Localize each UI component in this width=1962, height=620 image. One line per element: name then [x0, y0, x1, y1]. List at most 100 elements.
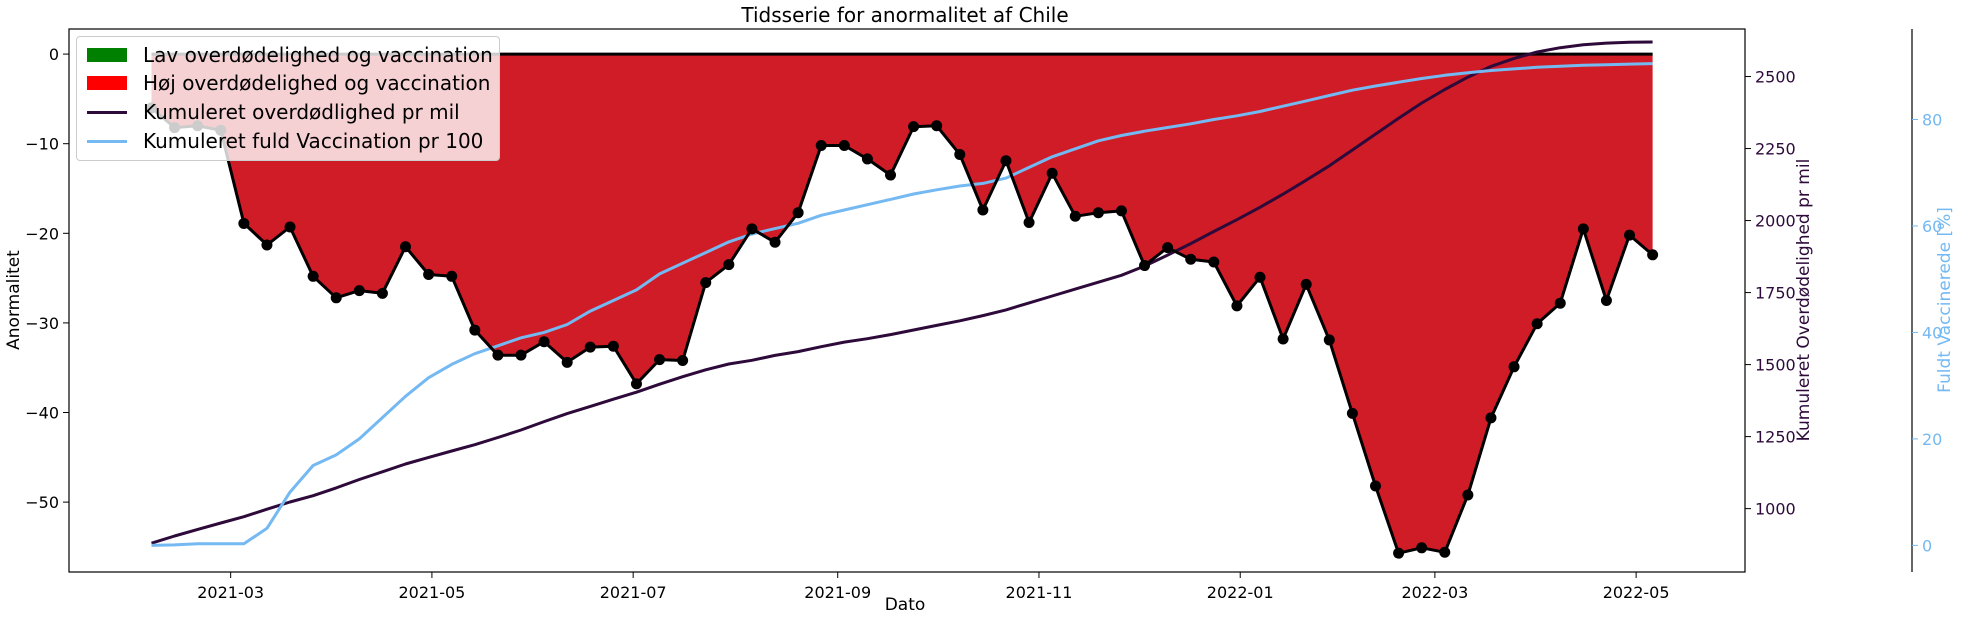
- anomaly-point: [1208, 256, 1220, 268]
- anomaly-point: [515, 349, 527, 361]
- anomaly-point: [1162, 242, 1174, 254]
- y-right2-tick-label: 60: [1922, 217, 1942, 236]
- y-axis-right-excess: 1000 1250 1500 1750 2000 2250 2500: [1745, 68, 1796, 519]
- legend-line-cumulative: [87, 110, 127, 114]
- anomaly-point: [1624, 229, 1636, 241]
- anomaly-point: [561, 356, 573, 368]
- x-tick-label: 2021-03: [197, 583, 264, 602]
- cumulative-excess-line: [151, 40, 1653, 545]
- cumulative-excess-series: [151, 40, 1653, 545]
- vaccination-series: [151, 62, 1653, 547]
- y-tick-label: 0: [49, 45, 59, 64]
- x-axis-label: Dato: [885, 595, 926, 615]
- anomaly-point: [677, 355, 689, 367]
- x-tick-label: 2022-03: [1401, 583, 1468, 602]
- anomaly-point: [492, 349, 504, 361]
- anomaly-point: [1416, 542, 1428, 554]
- anomaly-point: [1577, 223, 1589, 235]
- y-right1-tick-label: 1000: [1755, 500, 1796, 519]
- anomaly-point: [838, 139, 850, 151]
- x-tick-label: 2021-07: [600, 583, 667, 602]
- anomaly-point: [1369, 480, 1381, 492]
- anomaly-point: [238, 217, 250, 229]
- anomaly-point: [353, 285, 365, 297]
- legend-item-cumulative: Kumuleret overdødlighed pr mil: [87, 98, 460, 126]
- anomaly-fill: [151, 54, 1653, 554]
- anomaly-point: [977, 204, 989, 216]
- legend-label-vaccination: Kumuleret fuld Vaccination pr 100: [143, 129, 484, 153]
- anomaly-point: [1323, 334, 1335, 346]
- legend-item-high: Høj overdødelighed og vaccination: [87, 69, 490, 97]
- anomaly-point: [908, 121, 920, 133]
- anomaly-point: [885, 169, 897, 181]
- legend-item-low: Lav overdødelighed og vaccination: [87, 41, 493, 69]
- anomaly-point: [1023, 217, 1035, 229]
- anomaly-point: [1462, 489, 1474, 501]
- anomaly-point: [1069, 210, 1081, 222]
- y-right1-tick-label: 2250: [1755, 140, 1796, 159]
- x-tick-label: 2021-11: [1006, 583, 1073, 602]
- anomaly-point: [815, 139, 827, 151]
- anomaly-point: [792, 207, 804, 219]
- anomaly-point: [1439, 546, 1451, 558]
- anomaly-point: [931, 120, 943, 132]
- anomaly-point: [1277, 333, 1289, 345]
- y-tick-label: −50: [25, 493, 59, 512]
- y-right1-tick-label: 2500: [1755, 68, 1796, 87]
- legend-swatch-low: [87, 48, 127, 62]
- x-tick-label: 2021-05: [398, 583, 465, 602]
- y-right2-tick-label: 20: [1922, 430, 1942, 449]
- y-axis-label: Anormalitet: [4, 250, 24, 350]
- plot-frame: [68, 28, 1746, 573]
- anomaly-point: [1531, 318, 1543, 330]
- anomaly-point: [307, 270, 319, 282]
- anomaly-point: [654, 354, 666, 366]
- anomaly-point: [1115, 205, 1127, 217]
- y-axis-left: 0 −10 −20 −30 −40 −50: [25, 45, 69, 512]
- legend-label-high: Høj overdødelighed og vaccination: [143, 71, 491, 95]
- y-tick-label: −10: [25, 135, 59, 154]
- y-tick-label: −20: [25, 224, 59, 243]
- anomaly-point: [261, 239, 273, 251]
- anomaly-point: [630, 378, 642, 390]
- anomaly-point: [584, 341, 596, 353]
- y-right1-tick-label: 1250: [1755, 428, 1796, 447]
- vaccination-line: [151, 62, 1653, 547]
- y-right2-tick-label: 80: [1922, 111, 1942, 130]
- y-axis-right-vaccination: 0 20 40 60 80: [1911, 29, 1942, 572]
- anomaly-point: [1647, 249, 1659, 261]
- anomaly-point: [1231, 300, 1243, 312]
- y-right1-tick-label: 1750: [1755, 284, 1796, 303]
- anomaly-point: [1300, 278, 1312, 290]
- y-right1-tick-label: 1500: [1755, 356, 1796, 375]
- anomaly-point: [284, 221, 296, 233]
- anomaly-point: [607, 340, 619, 352]
- y-right2-tick-label: 40: [1922, 323, 1942, 342]
- x-tick-label: 2021-09: [804, 583, 871, 602]
- anomaly-point: [723, 259, 735, 271]
- anomaly-point: [376, 287, 388, 299]
- legend: Lav overdødelighed og vaccination Høj ov…: [76, 36, 500, 161]
- y-right1-tick-label: 2000: [1755, 212, 1796, 231]
- y-tick-label: −30: [25, 314, 59, 333]
- anomaly-point: [1346, 407, 1358, 419]
- y-axis-right2-label: Fuldt Vaccinerede [%]: [1935, 207, 1955, 393]
- anomaly-point: [538, 336, 550, 348]
- legend-swatch-high: [87, 76, 127, 90]
- anomaly-point: [469, 324, 481, 336]
- anomaly-point: [1046, 167, 1058, 179]
- anomaly-point: [1139, 260, 1151, 272]
- anomaly-fill-area: [151, 54, 1653, 554]
- anomaly-point: [1092, 207, 1104, 219]
- legend-item-vaccination: Kumuleret fuld Vaccination pr 100: [87, 127, 483, 155]
- anomaly-point: [423, 269, 435, 281]
- anomaly-point: [1393, 547, 1405, 559]
- chart-title: Tidsserie for anormalitet af Chile: [740, 3, 1068, 27]
- anomaly-point: [1185, 253, 1197, 265]
- anomaly-point: [1485, 412, 1497, 424]
- anomaly-point: [746, 223, 758, 235]
- anomaly-point: [1000, 155, 1012, 167]
- x-axis: 2021-03 2021-05 2021-07 2021-09 2021-11 2022-…: [197, 572, 1670, 602]
- y-right2-tick-label: 0: [1922, 536, 1932, 555]
